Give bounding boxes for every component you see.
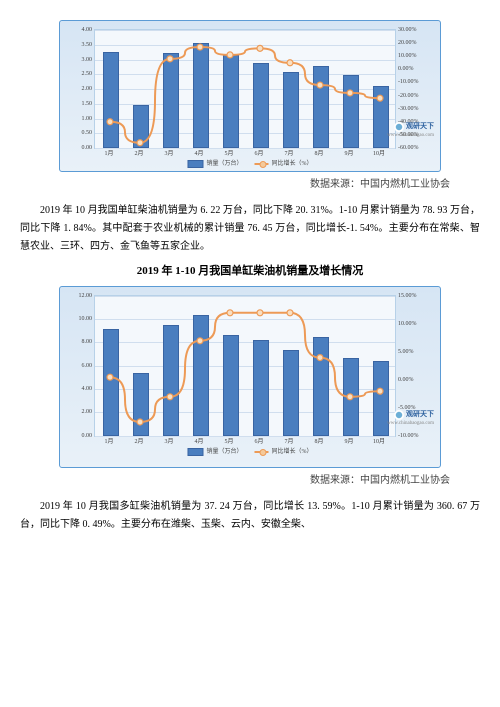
chart-2-title: 2019 年 1-10 月我国单缸柴油机销量及增长情况 [20, 262, 480, 282]
chart-2: 0.002.004.006.008.0010.0012.00-10.00%-5.… [59, 286, 441, 468]
chart-2-container: 0.002.004.006.008.0010.0012.00-10.00%-5.… [20, 286, 480, 468]
chart-2-source: 数据来源：中国内燃机工业协会 [20, 472, 450, 490]
paragraph-2: 2019 年 10 月我国多缸柴油机销量为 37. 24 万台，同比增长 13.… [20, 498, 480, 534]
paragraph-1: 2019 年 10 月我国单缸柴油机销量为 6. 22 万台，同比下降 20. … [20, 202, 480, 256]
chart-1-container: 0.000.501.001.502.002.503.003.504.00-60.… [20, 20, 480, 172]
chart-1: 0.000.501.001.502.002.503.003.504.00-60.… [59, 20, 441, 172]
chart-1-source: 数据来源：中国内燃机工业协会 [20, 176, 450, 194]
